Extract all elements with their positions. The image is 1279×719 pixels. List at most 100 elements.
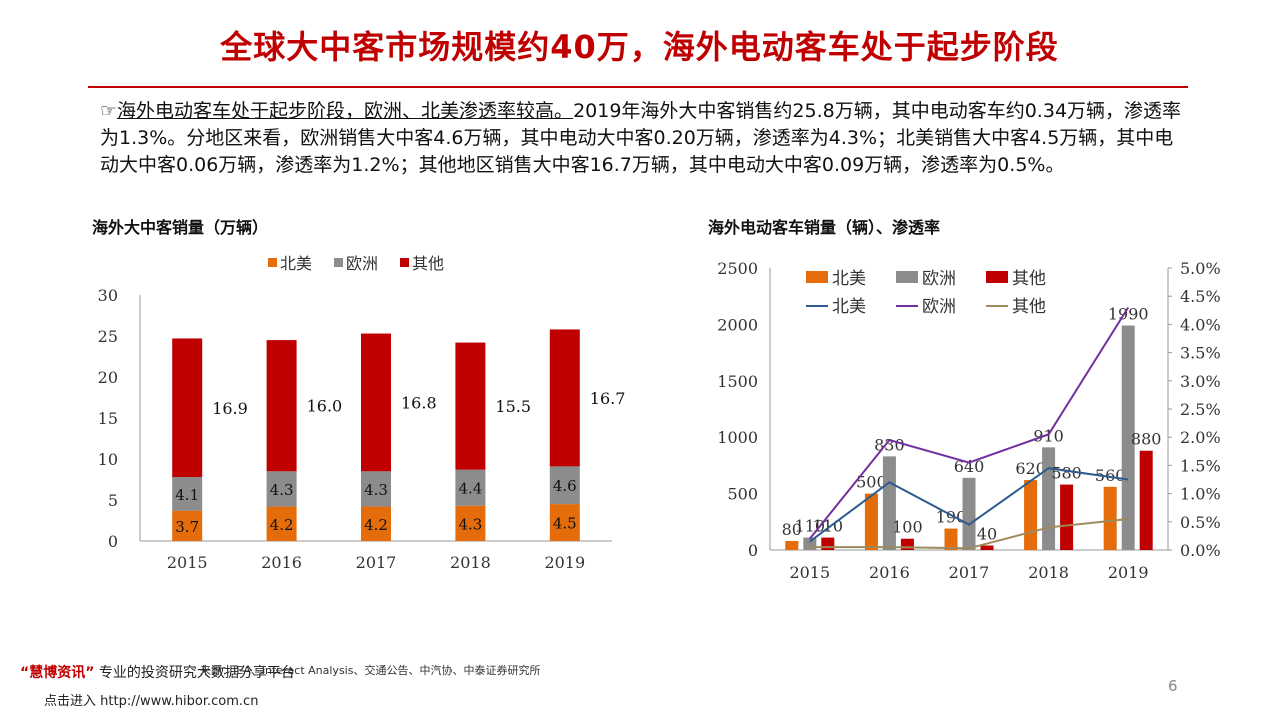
chart2-left-tick: 1000	[717, 428, 758, 447]
chart2-left-tick: 1500	[717, 372, 758, 391]
chart2-legend-line-label: 北美	[832, 297, 866, 317]
chart2-bar-0	[1024, 480, 1038, 550]
chart1-bar-1	[266, 471, 297, 507]
chart1-bar-label: 4.2	[364, 516, 388, 534]
chart1-bar-2	[455, 342, 486, 470]
chart2-bar-label: 100	[892, 518, 923, 537]
chart2-bar-2	[1060, 484, 1074, 550]
chart2-left-tick: 2000	[717, 315, 758, 334]
chart2-bar-1	[962, 477, 976, 550]
chart2-bar-label: 190	[936, 508, 967, 527]
chart1-legend-label: 欧洲	[346, 254, 378, 273]
chart2-x-tick: 2019	[1108, 563, 1149, 582]
brand-name: “慧博资讯”	[20, 665, 95, 681]
chart1-bar-0	[172, 510, 203, 541]
brand-tagline: 专业的投资研究大数据分享平台	[98, 665, 295, 681]
chart2-right-tick: 4.5%	[1180, 287, 1221, 306]
page-number: 6	[1168, 677, 1178, 695]
chart2-legend-bar-label: 其他	[1012, 269, 1046, 289]
chart2-title: 海外电动客车销量（辆）、渗透率	[708, 218, 941, 237]
chart2-right-tick: 1.5%	[1180, 456, 1221, 475]
chart1-bar-2	[172, 338, 203, 478]
chart2-legend-bar-label: 欧洲	[922, 269, 956, 289]
chart2-bar-1	[882, 456, 896, 550]
chart2-bar-1	[1042, 447, 1056, 550]
chart1-legend-swatch	[334, 258, 343, 267]
chart2-line-0	[809, 467, 1129, 543]
chart2-right-tick: 2.0%	[1180, 428, 1221, 447]
chart2-legend-line-label: 欧洲	[922, 297, 956, 317]
chart1-bar-1	[455, 469, 486, 506]
chart1-x-tick: 2019	[544, 553, 585, 572]
chart1-bar-1	[172, 477, 203, 511]
chart2-legend-bar-swatch	[806, 271, 828, 283]
chart1-bar-2	[549, 329, 580, 467]
chart2-bar-0	[864, 493, 878, 550]
chart2-bar-2	[980, 545, 994, 550]
chart1-y-tick: 15	[98, 409, 118, 428]
chart2-bar-label: 40	[977, 524, 997, 543]
chart2-legend-bar-swatch	[896, 271, 918, 283]
chart1-title: 海外大中客销量（万辆）	[92, 218, 269, 237]
summary-lead: 海外电动客车处于起步阶段，欧洲、北美渗透率较高。	[117, 100, 574, 122]
chart2-bar-label: 910	[1033, 426, 1064, 445]
chart1-bar-label: 3.7	[175, 518, 199, 536]
chart2-legend-line-label: 其他	[1012, 297, 1046, 317]
chart2-bar-label: 620	[1015, 459, 1046, 478]
chart1-bar-label: 16.8	[401, 393, 437, 412]
chart1-legend-label: 其他	[412, 254, 444, 273]
title-divider	[88, 86, 1188, 88]
chart2-bar-0	[1103, 486, 1117, 550]
chart1-bar-1	[361, 471, 391, 507]
summary-body: 2019年海外大中客销售约25.8万辆，其中电动客车约0.34万辆，渗透率为1.…	[100, 100, 1182, 176]
link-prefix: 点击进入	[44, 694, 97, 709]
chart1-bar-0	[361, 506, 391, 541]
chart1-y-tick: 5	[108, 491, 118, 510]
chart2-bar-label: 580	[1051, 464, 1082, 483]
chart1-bar-0	[266, 506, 297, 541]
chart1-y-tick: 30	[98, 286, 118, 305]
chart2-right-tick: 3.5%	[1180, 344, 1221, 363]
chart1-bar-label: 4.4	[458, 480, 482, 498]
chart2-right-tick: 1.0%	[1180, 485, 1221, 504]
chart1-x-tick: 2017	[356, 553, 397, 572]
chart2-bar-label: 880	[1131, 430, 1162, 449]
chart1-bar-label: 4.2	[270, 516, 294, 534]
chart2-bar-label: 560	[1095, 466, 1126, 485]
chart1-y-tick: 10	[98, 450, 118, 469]
chart1-x-tick: 2018	[450, 553, 491, 572]
chart1-bar-1	[549, 466, 580, 505]
chart1-x-tick: 2016	[261, 553, 302, 572]
chart1-bar-label: 16.9	[212, 399, 248, 418]
chart1-bar-label: 15.5	[495, 397, 531, 416]
chart1-y-tick: 25	[98, 327, 118, 346]
chart2-right-tick: 0.0%	[1180, 541, 1221, 560]
chart1-bar-label: 16.0	[307, 397, 343, 416]
chart1-bar-label: 4.3	[364, 481, 388, 499]
link-url[interactable]: http://www.hibor.com.cn	[100, 694, 259, 709]
chart1-bar-0	[549, 504, 580, 541]
chart2-bar-label: 80	[782, 520, 802, 539]
chart1-bar-0	[455, 505, 486, 541]
chart2-x-tick: 2017	[949, 563, 990, 582]
source-note: 来源：IEA、Interact Analysis、交通公告、中汽协、中泰证券研究…	[200, 664, 541, 677]
chart2-legend-bar-swatch	[986, 271, 1008, 283]
footer-link[interactable]: 点击进入 http://www.hibor.com.cn	[44, 690, 258, 709]
summary-paragraph: ☞海外电动客车处于起步阶段，欧洲、北美渗透率较高。2019年海外大中客销售约25…	[100, 98, 1190, 179]
chart1-bar-label: 4.1	[175, 486, 199, 504]
chart2-x-tick: 2018	[1028, 563, 1069, 582]
chart2-right-tick: 2.5%	[1180, 400, 1221, 419]
chart2-right-tick: 4.0%	[1180, 315, 1221, 334]
slide-title: 全球大中客市场规模约40万，海外电动客车处于起步阶段	[220, 28, 1059, 66]
chart1-y-tick: 20	[98, 368, 118, 387]
chart1-y-tick: 0	[108, 532, 118, 551]
chart2-right-tick: 0.5%	[1180, 513, 1221, 532]
chart1-bar-label: 4.3	[270, 481, 294, 499]
pointing-hand-icon: ☞	[100, 100, 118, 122]
chart1-legend-swatch	[268, 258, 277, 267]
chart1-x-tick: 2015	[167, 553, 208, 572]
chart2-bar-0	[785, 540, 799, 550]
chart2-bar-1	[1121, 325, 1135, 550]
